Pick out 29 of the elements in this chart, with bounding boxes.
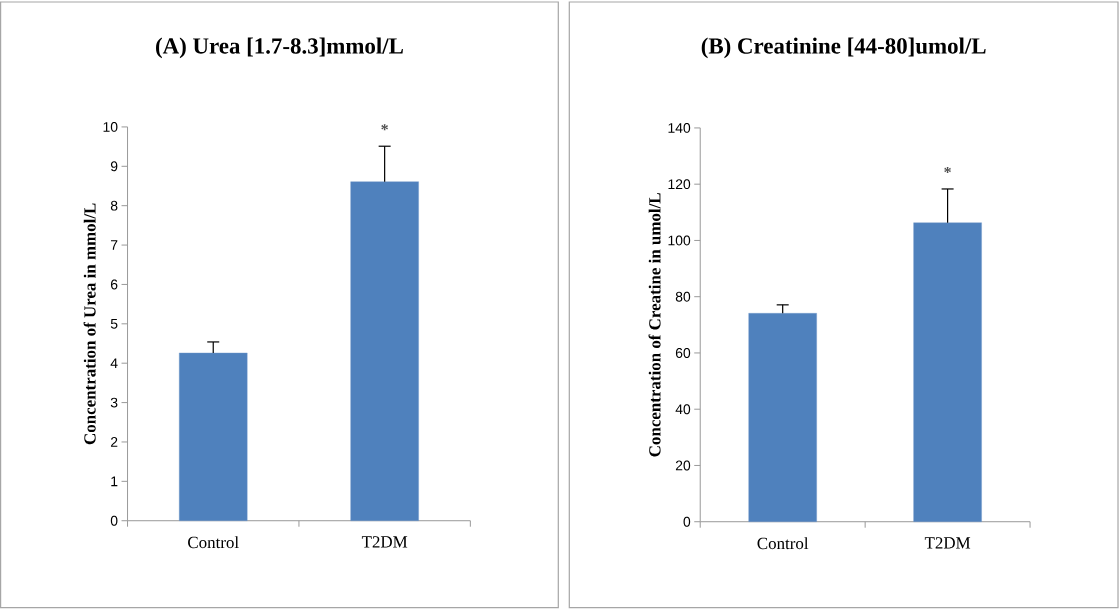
- y-tick-label: 40: [675, 404, 691, 415]
- y-tick-label: 140: [668, 123, 691, 134]
- y-tick-label: 6: [110, 279, 118, 290]
- x-tick-label: Control: [188, 536, 239, 549]
- y-tick-label: 0: [110, 515, 118, 526]
- y-tick-label: 0: [683, 516, 691, 527]
- annotation: *: [381, 124, 388, 131]
- x-tick-label: T2DM: [924, 537, 971, 549]
- y-tick-label: 100: [668, 235, 691, 246]
- y-tick-label: 10: [103, 122, 118, 133]
- y-tick-label: 4: [110, 358, 118, 369]
- y-tick-label: 5: [110, 319, 118, 329]
- y-tick-label: 20: [675, 460, 691, 471]
- y-tick-label: 9: [110, 161, 118, 172]
- chart-title: (A) Urea [1.7-8.3]mmol/L: [156, 37, 403, 59]
- y-tick-label: 7: [110, 240, 118, 251]
- y-tick-label: 80: [675, 291, 691, 302]
- y-tick-label: 3: [110, 397, 118, 408]
- x-tick-label: T2DM: [361, 536, 408, 548]
- y-axis-title: Concentration of Creatine in umol/L: [648, 193, 661, 457]
- y-tick-label: 60: [675, 348, 691, 359]
- y-axis-title: Concentration of Urea in mmol/L: [83, 203, 96, 445]
- x-tick-label: Control: [757, 537, 809, 550]
- annotation: *: [944, 167, 951, 174]
- y-tick-label: 1: [111, 476, 118, 487]
- chart-title: (B) Creatinine [44-80]umol/L: [701, 37, 986, 59]
- y-tick-label: 8: [110, 200, 118, 211]
- y-tick-label: 2: [110, 437, 118, 447]
- y-tick-label: 120: [668, 179, 691, 190]
